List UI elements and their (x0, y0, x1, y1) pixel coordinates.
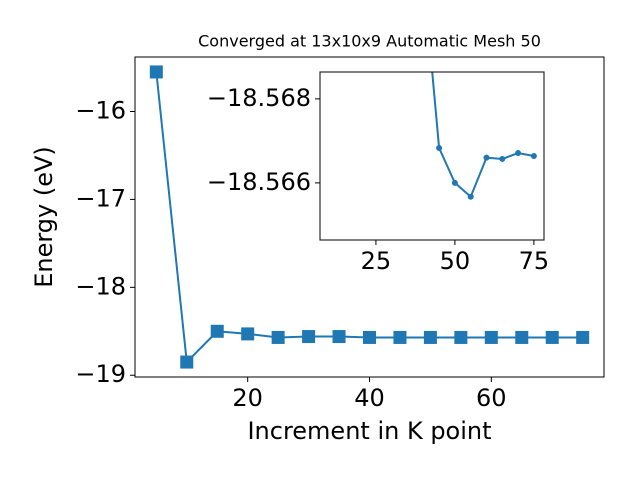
data-marker (363, 330, 376, 344)
plot-background (320, 72, 544, 240)
y-tick-label: −17 (75, 184, 126, 212)
data-marker (483, 154, 490, 161)
axes-frame (319, 71, 545, 241)
data-marker (530, 153, 537, 159)
y-tick-label: −16 (75, 97, 126, 125)
data-marker (149, 65, 163, 79)
y-tick-label: −18.566 (207, 168, 311, 196)
data-marker (515, 150, 522, 157)
data-marker (451, 179, 458, 186)
plot-area (149, 65, 590, 369)
y-tick-label: −18 (75, 272, 126, 300)
data-marker (393, 330, 407, 344)
data-marker (499, 155, 506, 162)
data-marker (545, 330, 559, 344)
data-marker (436, 145, 443, 152)
data-marker (576, 330, 590, 344)
plot-area (431, 72, 537, 200)
y-tick-label: −18.568 (207, 84, 311, 112)
x-axis-label: Increment in K point (247, 417, 491, 445)
data-marker (302, 330, 316, 344)
x-tick-label: 75 (519, 247, 550, 275)
data-marker (467, 193, 474, 200)
data-marker (180, 355, 194, 369)
data-marker (454, 330, 468, 344)
data-marker (332, 330, 346, 344)
data-marker (241, 327, 255, 341)
chart-title: Converged at 13x10x9 Automatic Mesh 50 (198, 32, 541, 51)
x-tick-label: 25 (361, 247, 392, 275)
x-tick-label: 60 (476, 384, 507, 412)
x-tick-label: 20 (232, 384, 263, 412)
data-marker (423, 330, 437, 344)
y-axis-label: Energy (eV) (30, 146, 58, 288)
x-tick-label: 50 (440, 247, 471, 275)
data-marker (210, 324, 224, 338)
data-marker (484, 330, 498, 344)
data-marker (271, 330, 285, 344)
inset-axes: 25 50 75 −18.566 −18.568 (207, 71, 550, 275)
data-marker (515, 330, 529, 344)
y-tick-label: −19 (75, 360, 126, 388)
x-tick-label: 40 (354, 384, 385, 412)
